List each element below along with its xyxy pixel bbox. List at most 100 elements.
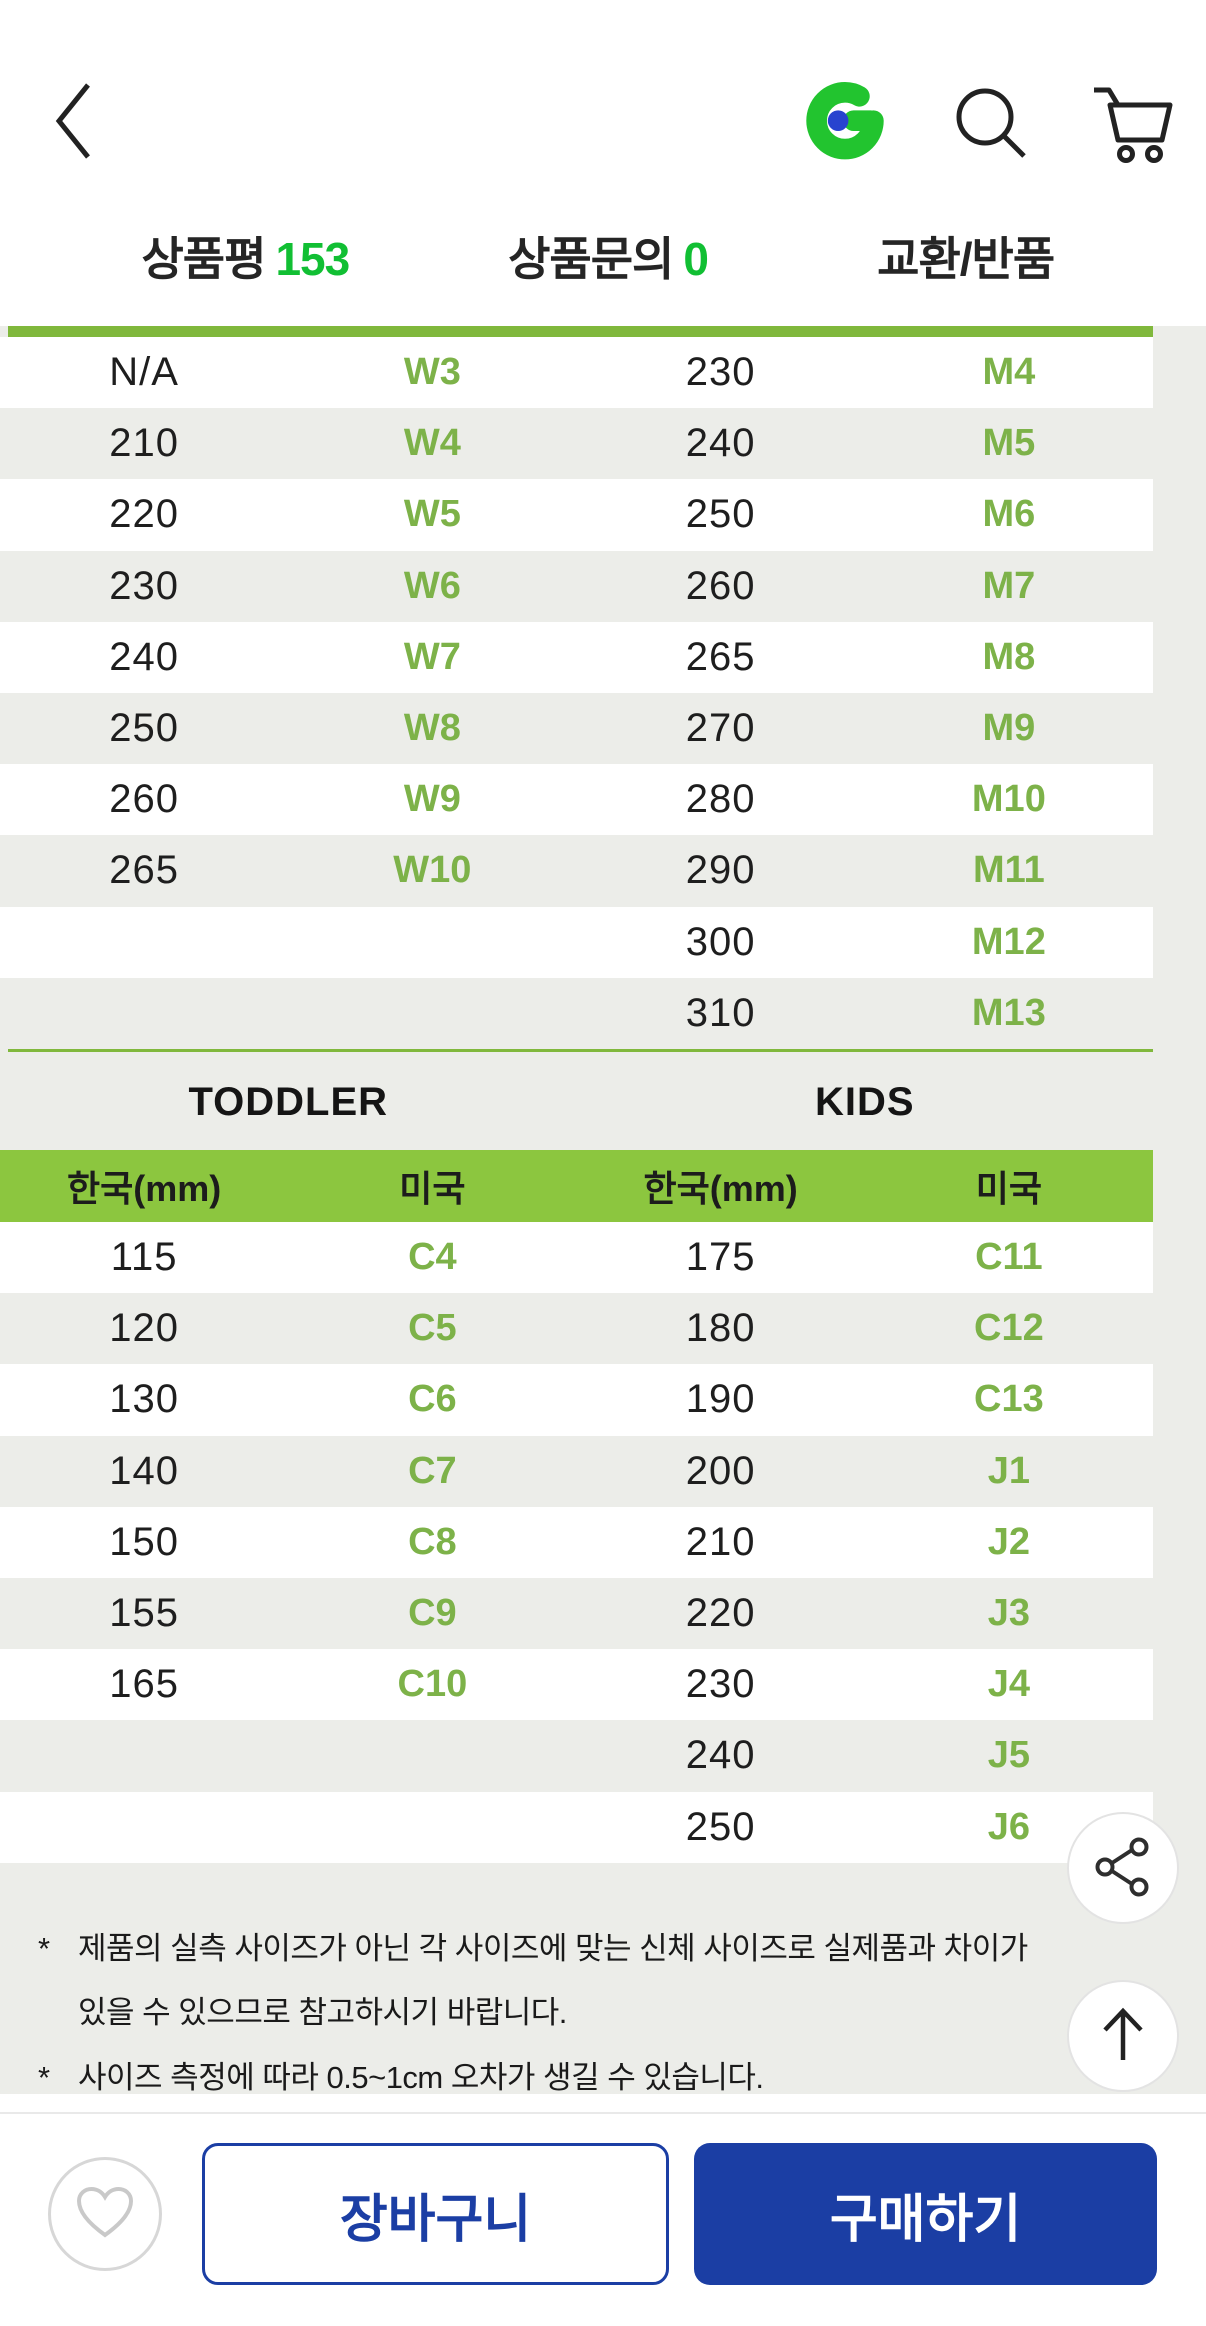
bottom-bar: 장바구니 구매하기 <box>0 2094 1206 2326</box>
kr-size-cell: 230 <box>685 350 756 395</box>
tab-label: 교환/반품 <box>877 233 1055 285</box>
col-header-kr: 한국(mm) <box>643 1168 798 1209</box>
us-size-cell: M6 <box>982 493 1036 536</box>
scroll-to-top-button[interactable] <box>1067 1980 1179 2092</box>
footnote-text: 제품의 실측 사이즈가 아닌 각 사이즈에 맞는 신체 사이즈로 실제품과 차이… <box>78 1931 1028 1966</box>
us-size-cell: J1 <box>987 1449 1031 1492</box>
footnote-line: * 사이즈 측정에 따라 0.5~1cm 오차가 생길 수 있습니다. <box>38 2055 764 2094</box>
kr-size-cell: 220 <box>109 492 179 537</box>
footnote-line: * 제품의 실측 사이즈가 아닌 각 사이즈에 맞는 신체 사이즈로 실제품과 차… <box>38 1926 1028 1972</box>
back-button[interactable] <box>52 80 94 165</box>
table-row: 250 W8 270 M9 <box>0 693 1153 764</box>
kr-size-cell: 310 <box>685 990 756 1035</box>
kr-size-cell: 210 <box>109 421 179 466</box>
kr-size-cell: 220 <box>685 1591 756 1636</box>
kr-size-cell: 200 <box>685 1448 756 1493</box>
col-header-us: 미국 <box>399 1168 466 1209</box>
cart-icon <box>1088 87 1176 167</box>
table-row: 250 J6 <box>0 1791 1153 1863</box>
us-size-cell: W4 <box>403 422 461 465</box>
footnote-line: 있을 수 있으므로 참고하시기 바랍니다. <box>78 1990 567 2036</box>
us-size-cell: C11 <box>975 1236 1043 1279</box>
wishlist-button[interactable] <box>48 2157 162 2271</box>
kr-size-cell: 240 <box>685 421 756 466</box>
kr-size-cell: 240 <box>685 1733 756 1778</box>
table-row: 310 M13 <box>0 978 1153 1049</box>
kr-size-cell: 280 <box>685 777 756 822</box>
table-row: 140 C7 200 J1 <box>0 1436 1153 1507</box>
us-size-cell: M11 <box>972 849 1045 892</box>
us-size-cell: M10 <box>971 778 1046 821</box>
kids-title: KIDS <box>814 1079 915 1124</box>
us-size-cell: C8 <box>408 1520 457 1563</box>
table-row: 210 W4 240 M5 <box>0 408 1153 479</box>
tab-reviews[interactable]: 상품평 153 <box>0 222 427 290</box>
table-row: 150 C8 210 J2 <box>0 1506 1153 1578</box>
kr-size-cell: 140 <box>109 1448 179 1493</box>
us-size-cell: W8 <box>403 707 461 750</box>
share-button[interactable] <box>1067 1812 1179 1924</box>
adult-size-table: N/A W3 230 M4 210 W4 240 M5 220 W5 250 M6 230 W6 260 M7… <box>0 326 1206 2094</box>
section-titles: TODDLER KIDS <box>0 1074 1153 1130</box>
table-row: 240 J5 <box>0 1720 1153 1791</box>
tab-inquiries[interactable]: 상품문의 0 <box>427 222 790 290</box>
tab-exchange-return[interactable]: 교환/반품 <box>789 222 1206 290</box>
table-row: 260 W9 280 M10 <box>0 764 1153 836</box>
col-header-kr: 한국(mm) <box>67 1168 222 1209</box>
table-row: 240 W7 265 M8 <box>0 621 1153 693</box>
us-size-cell: C4 <box>408 1236 457 1279</box>
us-size-cell: C13 <box>974 1378 1044 1421</box>
table-row: 120 C5 180 C12 <box>0 1293 1153 1364</box>
table-row: 265 W10 290 M11 <box>0 835 1153 906</box>
kr-size-cell: 180 <box>685 1306 756 1351</box>
kr-size-cell: 190 <box>685 1377 756 1422</box>
us-size-cell: M12 <box>971 920 1046 963</box>
tab-label: 상품평 <box>141 233 266 285</box>
toddler-title: TODDLER <box>188 1079 389 1124</box>
kr-size-cell: 250 <box>685 492 756 537</box>
kr-size-cell: 130 <box>109 1377 179 1422</box>
table-header-sliver <box>8 326 1153 337</box>
tab-count: 0 <box>683 233 709 285</box>
table-row: 230 W6 260 M7 <box>0 551 1153 622</box>
table-row: 155 C9 220 J3 <box>0 1578 1153 1649</box>
us-size-cell: J5 <box>987 1734 1031 1777</box>
kr-size-cell: 290 <box>685 848 756 893</box>
search-icon <box>950 88 1030 165</box>
us-size-cell: M7 <box>982 564 1036 607</box>
table-row: 220 W5 250 M6 <box>0 479 1153 551</box>
gmarket-logo-icon <box>802 82 888 165</box>
kr-size-cell: 260 <box>685 563 756 608</box>
us-size-cell: C6 <box>408 1378 457 1421</box>
kr-size-cell: 300 <box>685 919 756 964</box>
heart-icon <box>76 2186 134 2242</box>
child-size-table: 115 C4 175 C11 120 C5 180 C12 130 C6 190 C13 140 C7 20… <box>0 326 1206 2094</box>
us-size-cell: W9 <box>403 778 461 821</box>
tab-label: 상품문의 <box>508 233 674 285</box>
us-size-cell: C12 <box>974 1307 1044 1350</box>
child-table-header: 한국(mm) 미국 한국(mm) 미국 <box>0 1150 1153 1222</box>
us-size-cell: M5 <box>982 422 1036 465</box>
kr-size-cell: 165 <box>109 1662 179 1707</box>
size-chart-section: N/A W3 230 M4 210 W4 240 M5 220 W5 250 M6 230 W6 260 M7… <box>0 326 1206 2094</box>
us-size-cell: W7 <box>403 635 461 678</box>
us-size-cell: C7 <box>408 1449 457 1492</box>
us-size-cell: J2 <box>987 1520 1031 1563</box>
table-row: 165 C10 230 J4 <box>0 1649 1153 1721</box>
kr-size-cell: 260 <box>109 777 179 822</box>
cart-button[interactable] <box>1088 80 1176 167</box>
add-to-cart-button[interactable]: 장바구니 <box>202 2143 669 2285</box>
kr-size-cell: 250 <box>685 1804 756 1849</box>
us-size-cell: J3 <box>987 1592 1031 1635</box>
us-size-cell: W10 <box>393 849 472 892</box>
kr-size-cell: 230 <box>109 563 179 608</box>
gmarket-logo[interactable] <box>802 76 888 165</box>
us-size-cell: M8 <box>982 635 1036 678</box>
us-size-cell: C10 <box>397 1663 468 1706</box>
buy-now-button[interactable]: 구매하기 <box>694 2143 1157 2285</box>
search-button[interactable] <box>950 82 1030 165</box>
us-size-cell: M13 <box>971 991 1046 1034</box>
bottom-bar-divider <box>0 2112 1206 2114</box>
kr-size-cell: 265 <box>109 848 179 893</box>
us-size-cell: W5 <box>403 493 461 536</box>
